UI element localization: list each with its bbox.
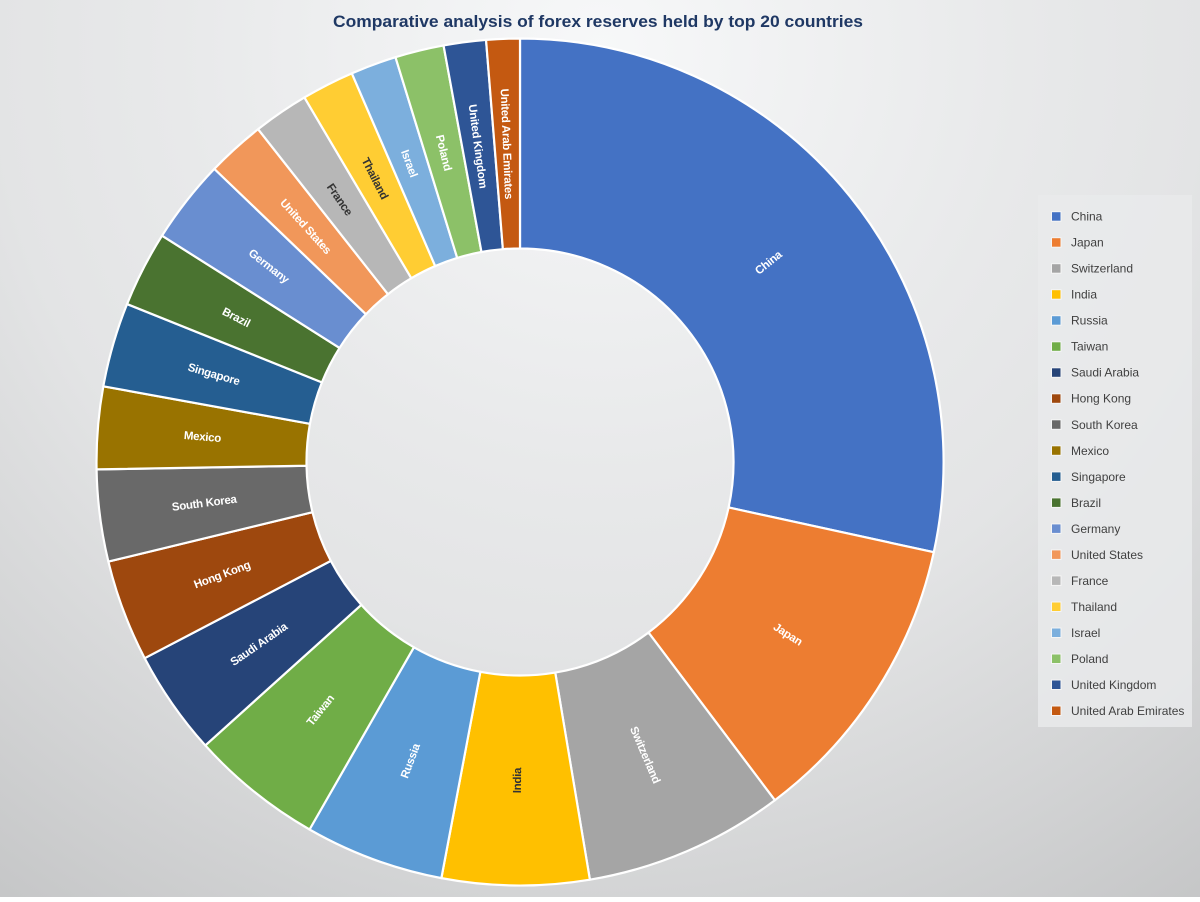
svg-text:Russia: Russia — [1071, 314, 1108, 328]
svg-text:Mexico: Mexico — [1071, 444, 1109, 458]
svg-text:South Korea: South Korea — [1071, 418, 1138, 432]
svg-text:Saudi Arabia: Saudi Arabia — [1071, 366, 1139, 380]
svg-text:Hong Kong: Hong Kong — [1071, 392, 1131, 406]
svg-text:Taiwan: Taiwan — [1071, 340, 1108, 354]
svg-text:United Arab Emirates: United Arab Emirates — [498, 88, 514, 199]
svg-text:United Arab Emirates: United Arab Emirates — [1071, 704, 1184, 718]
svg-text:China: China — [1071, 210, 1103, 224]
svg-text:Japan: Japan — [1071, 236, 1104, 250]
svg-text:Poland: Poland — [1071, 652, 1108, 666]
svg-text:Germany: Germany — [1071, 522, 1120, 536]
svg-text:Mexico: Mexico — [183, 430, 221, 445]
svg-text:Israel: Israel — [1071, 626, 1100, 640]
svg-text:United States: United States — [1071, 548, 1143, 562]
svg-text:India: India — [1071, 288, 1097, 302]
svg-text:Switzerland: Switzerland — [1071, 262, 1133, 276]
svg-text:France: France — [1071, 574, 1109, 588]
svg-text:Comparative analysis of forex: Comparative analysis of forex reserves h… — [333, 12, 863, 31]
svg-text:Singapore: Singapore — [1071, 470, 1126, 484]
svg-text:India: India — [512, 767, 524, 793]
svg-text:United Kingdom: United Kingdom — [1071, 678, 1156, 692]
svg-text:Brazil: Brazil — [1071, 496, 1101, 510]
svg-text:Thailand: Thailand — [1071, 600, 1117, 614]
